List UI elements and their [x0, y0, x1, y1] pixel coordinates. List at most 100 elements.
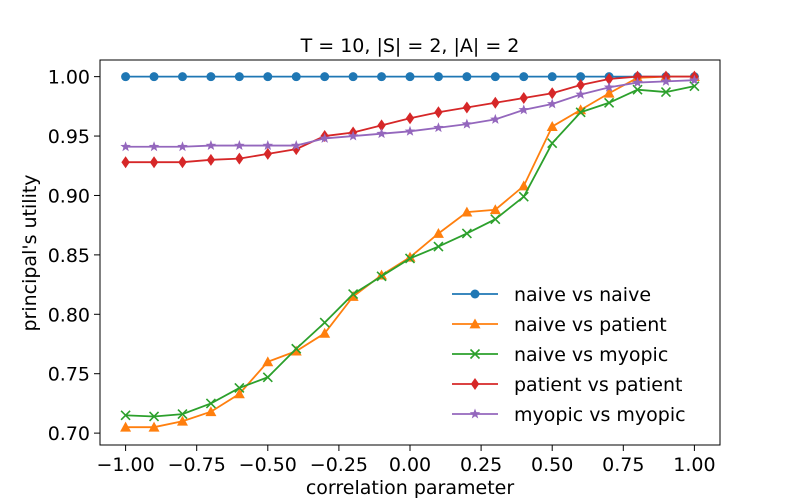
data-point: [348, 289, 359, 300]
data-point: [377, 72, 387, 82]
series-myopic-vs-myopic: [120, 74, 700, 152]
y-tick-label: 0.90: [48, 185, 90, 207]
x-tick-label: −0.75: [168, 454, 226, 476]
data-point: [546, 98, 558, 109]
data-point: [148, 411, 160, 422]
legend-item: patient vs patient: [452, 374, 682, 396]
data-point: [461, 118, 473, 129]
x-tick-label: −0.25: [310, 454, 368, 476]
legend-marker: [470, 378, 480, 390]
y-tick-label: 0.70: [48, 423, 90, 445]
y-axis: 0.70 0.75 0.80 0.85 0.90 0.95 1.00: [48, 67, 100, 445]
y-tick-label: 0.95: [48, 126, 90, 148]
data-point: [434, 106, 443, 119]
y-axis-label: principal's utility: [19, 174, 41, 331]
data-point: [347, 290, 359, 301]
data-point: [177, 72, 187, 82]
data-point: [319, 132, 330, 143]
data-point: [490, 214, 501, 225]
data-point: [319, 317, 330, 328]
data-point: [576, 72, 586, 82]
legend-marker: [469, 408, 481, 419]
legend-item: naive vs myopic: [452, 344, 668, 366]
legend: naive vs naive naive vs patient naive vs m…: [452, 284, 686, 426]
data-point: [433, 72, 443, 82]
data-point: [120, 410, 131, 421]
data-point: [377, 119, 386, 132]
data-point: [519, 92, 528, 105]
x-axis: −1.00 −0.75 −0.50 −0.25 0.00 0.25 0.50 0.75 1.00: [96, 445, 716, 476]
data-point: [290, 345, 302, 356]
data-point: [320, 72, 330, 82]
data-point: [604, 97, 615, 108]
data-point: [490, 72, 500, 82]
data-point: [461, 206, 473, 217]
data-point: [262, 372, 273, 383]
data-point: [518, 191, 529, 202]
x-tick-label: 0.00: [389, 454, 431, 476]
data-point: [603, 81, 615, 92]
y-tick-label: 0.75: [48, 364, 90, 386]
data-point: [519, 72, 529, 82]
data-point: [405, 112, 415, 125]
legend-marker: [469, 318, 481, 329]
data-point: [518, 104, 529, 115]
data-point: [433, 122, 444, 133]
data-point: [319, 327, 331, 338]
data-point: [291, 140, 302, 151]
plot-area: [120, 70, 700, 432]
data-point: [575, 88, 586, 99]
data-point: [205, 140, 217, 151]
x-tick-label: 0.50: [531, 454, 573, 476]
data-point: [603, 87, 615, 98]
x-axis-label: correlation parameter: [306, 477, 514, 499]
x-tick-label: 1.00: [673, 454, 715, 476]
data-point: [404, 125, 416, 136]
data-point: [120, 421, 132, 432]
data-point: [489, 204, 501, 215]
data-point: [262, 356, 274, 367]
data-point: [263, 72, 273, 82]
legend-label: naive vs patient: [514, 314, 667, 336]
data-point: [660, 75, 672, 86]
y-tick-label: 0.80: [48, 304, 90, 326]
data-point: [404, 253, 416, 264]
data-point: [235, 152, 244, 165]
data-point: [120, 141, 131, 152]
legend-label: naive vs naive: [514, 284, 651, 306]
data-point: [347, 130, 359, 141]
chart-title: T = 10, |S| = 2, |A| = 2: [300, 35, 520, 57]
data-point: [433, 241, 444, 252]
data-point: [233, 388, 245, 399]
data-point: [148, 421, 160, 432]
x-tick-label: −1.00: [96, 454, 154, 476]
data-point: [149, 156, 159, 169]
data-point: [689, 81, 700, 92]
data-point: [376, 128, 387, 139]
data-point: [575, 107, 586, 118]
data-point: [291, 343, 302, 354]
data-point: [262, 140, 274, 151]
data-point: [548, 87, 557, 100]
legend-label: patient vs patient: [514, 374, 682, 396]
data-point: [234, 382, 245, 394]
data-point: [660, 87, 672, 98]
data-point: [632, 77, 643, 88]
series-naive-vs-myopic: [120, 81, 700, 422]
data-point: [348, 72, 358, 82]
data-point: [206, 72, 216, 82]
data-point: [148, 141, 160, 152]
data-point: [461, 228, 472, 239]
data-point: [149, 72, 159, 82]
data-point: [121, 156, 130, 169]
legend-item: naive vs naive: [452, 284, 651, 306]
data-point: [263, 147, 272, 160]
data-point: [176, 415, 188, 426]
data-point: [291, 72, 301, 82]
data-point: [205, 406, 217, 417]
data-point: [234, 140, 245, 151]
data-point: [546, 121, 558, 131]
data-point: [121, 72, 131, 82]
data-point: [547, 72, 557, 82]
x-tick-label: 0.75: [602, 454, 644, 476]
